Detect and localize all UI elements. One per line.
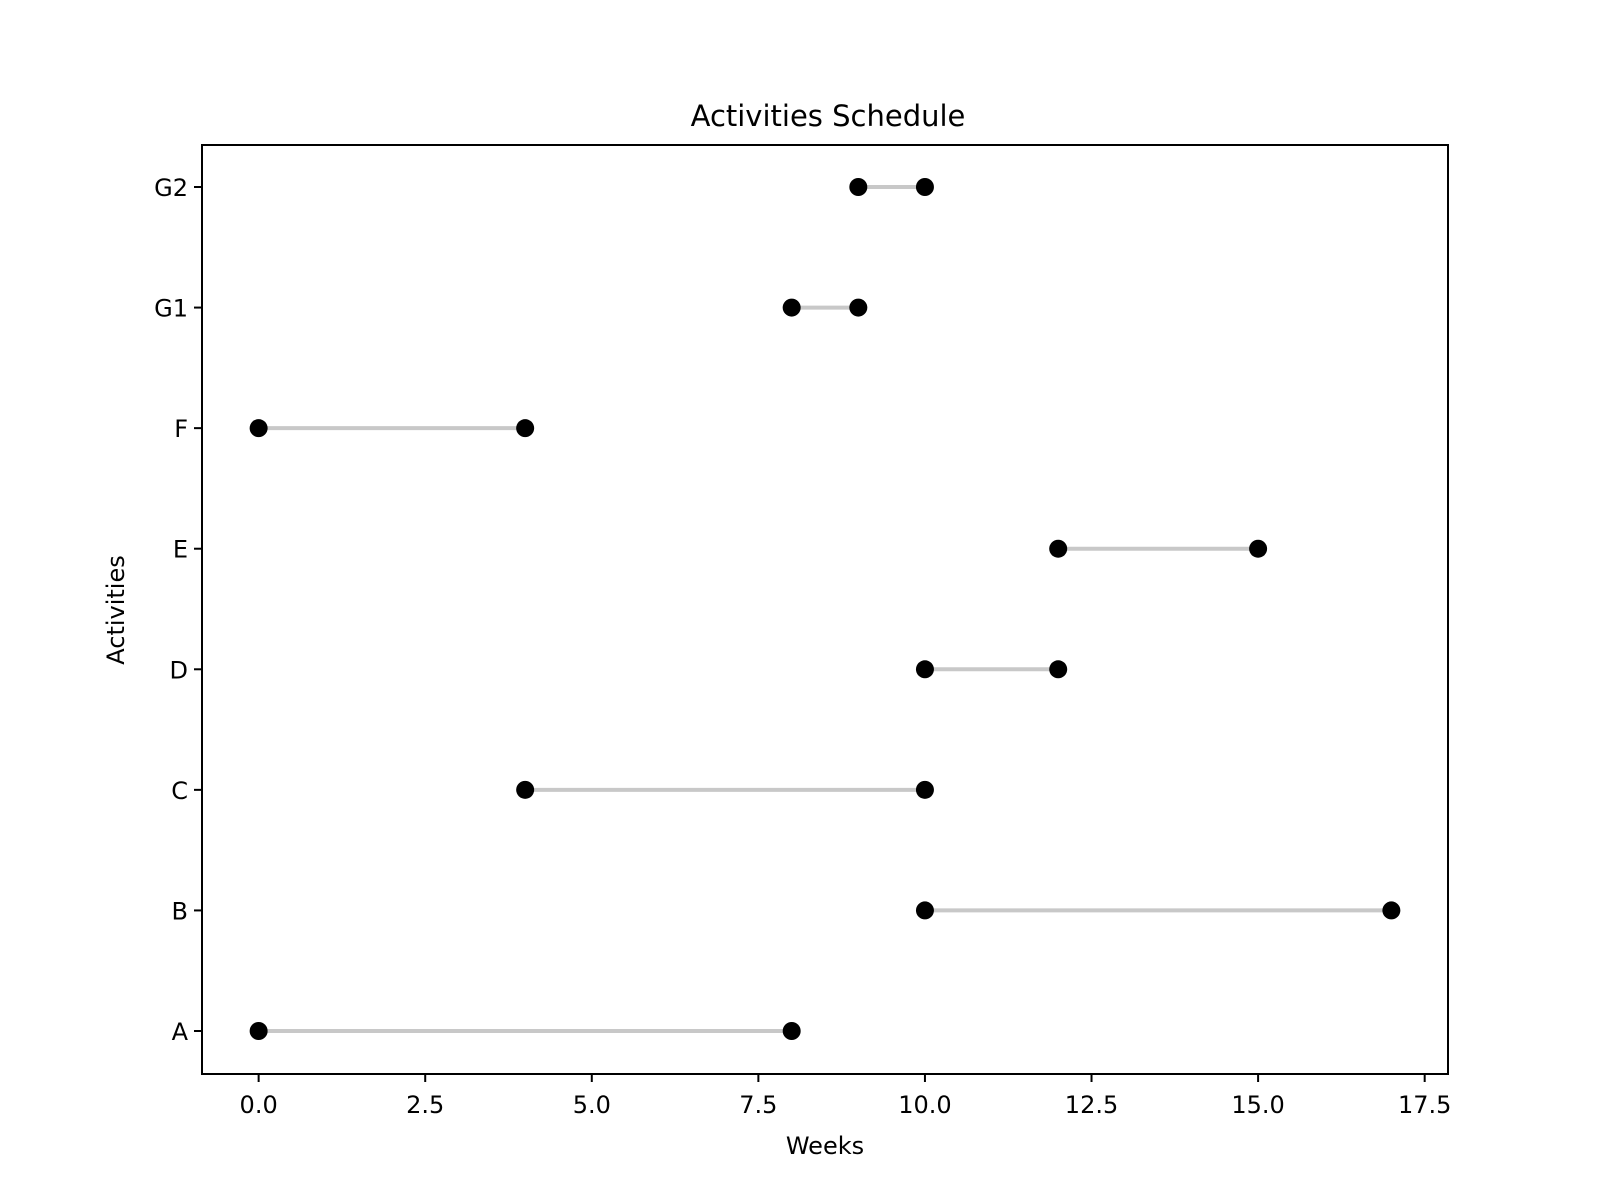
y-tick-label: D: [170, 656, 188, 684]
y-tick-label: F: [174, 415, 188, 443]
x-tick-label: 5.0: [573, 1091, 611, 1119]
x-tick-label: 12.5: [1065, 1091, 1118, 1119]
end-point-f: [516, 419, 535, 438]
y-tick-label: B: [172, 897, 188, 925]
y-tick-label: E: [173, 536, 188, 564]
x-axis-title: Weeks: [786, 1132, 864, 1160]
end-point-d: [1049, 660, 1068, 679]
y-axis-title: Activities: [102, 555, 130, 665]
plot-frame: [201, 144, 1449, 1075]
end-point-e: [1249, 539, 1268, 558]
y-tick-label: A: [172, 1018, 189, 1046]
chart-title: Activities Schedule: [691, 99, 966, 133]
start-point-c: [516, 780, 535, 799]
end-point-g1: [849, 298, 868, 317]
y-tick-label: G1: [154, 295, 188, 323]
plot-area: [249, 178, 1401, 1040]
end-point-c: [915, 780, 934, 799]
start-point-d: [915, 660, 934, 679]
start-point-e: [1049, 539, 1068, 558]
x-tick-label: 15.0: [1231, 1091, 1284, 1119]
start-point-g1: [782, 298, 801, 317]
start-point-b: [915, 901, 934, 920]
x-tick-label: 2.5: [406, 1091, 444, 1119]
x-tick-label: 0.0: [240, 1091, 278, 1119]
start-point-a: [249, 1022, 268, 1040]
end-point-g2: [915, 178, 934, 196]
x-tick-label: 17.5: [1398, 1091, 1451, 1119]
x-tick-label: 10.0: [898, 1091, 951, 1119]
x-axis: 0.0 2.5 5.0 7.5 10.0 12.5 15.0 17.5: [240, 1074, 1451, 1119]
y-tick-label: G2: [154, 174, 188, 202]
end-point-a: [782, 1022, 801, 1040]
x-tick-label: 7.5: [739, 1091, 777, 1119]
start-point-f: [249, 419, 268, 438]
start-point-g2: [849, 178, 868, 196]
end-point-b: [1382, 901, 1401, 920]
y-axis: A B C D E F G1 G2: [154, 174, 202, 1046]
y-tick-label: C: [171, 777, 188, 805]
